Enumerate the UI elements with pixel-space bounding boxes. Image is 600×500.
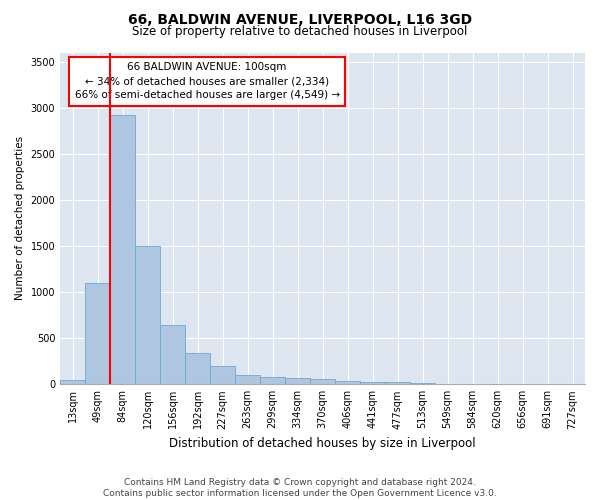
- X-axis label: Distribution of detached houses by size in Liverpool: Distribution of detached houses by size …: [169, 437, 476, 450]
- Text: 66 BALDWIN AVENUE: 100sqm
← 34% of detached houses are smaller (2,334)
66% of se: 66 BALDWIN AVENUE: 100sqm ← 34% of detac…: [74, 62, 340, 100]
- Text: Contains HM Land Registry data © Crown copyright and database right 2024.
Contai: Contains HM Land Registry data © Crown c…: [103, 478, 497, 498]
- Bar: [385, 382, 410, 384]
- Bar: [185, 353, 210, 384]
- Bar: [235, 375, 260, 384]
- Bar: [360, 382, 385, 384]
- Bar: [285, 378, 310, 384]
- Bar: [335, 381, 360, 384]
- Bar: [85, 283, 110, 384]
- Text: 66, BALDWIN AVENUE, LIVERPOOL, L16 3GD: 66, BALDWIN AVENUE, LIVERPOOL, L16 3GD: [128, 12, 472, 26]
- Bar: [210, 366, 235, 384]
- Bar: [135, 246, 160, 384]
- Bar: [260, 377, 285, 384]
- Y-axis label: Number of detached properties: Number of detached properties: [15, 136, 25, 300]
- Text: Size of property relative to detached houses in Liverpool: Size of property relative to detached ho…: [133, 25, 467, 38]
- Bar: [160, 326, 185, 384]
- Bar: [110, 115, 135, 384]
- Bar: [60, 380, 85, 384]
- Bar: [310, 379, 335, 384]
